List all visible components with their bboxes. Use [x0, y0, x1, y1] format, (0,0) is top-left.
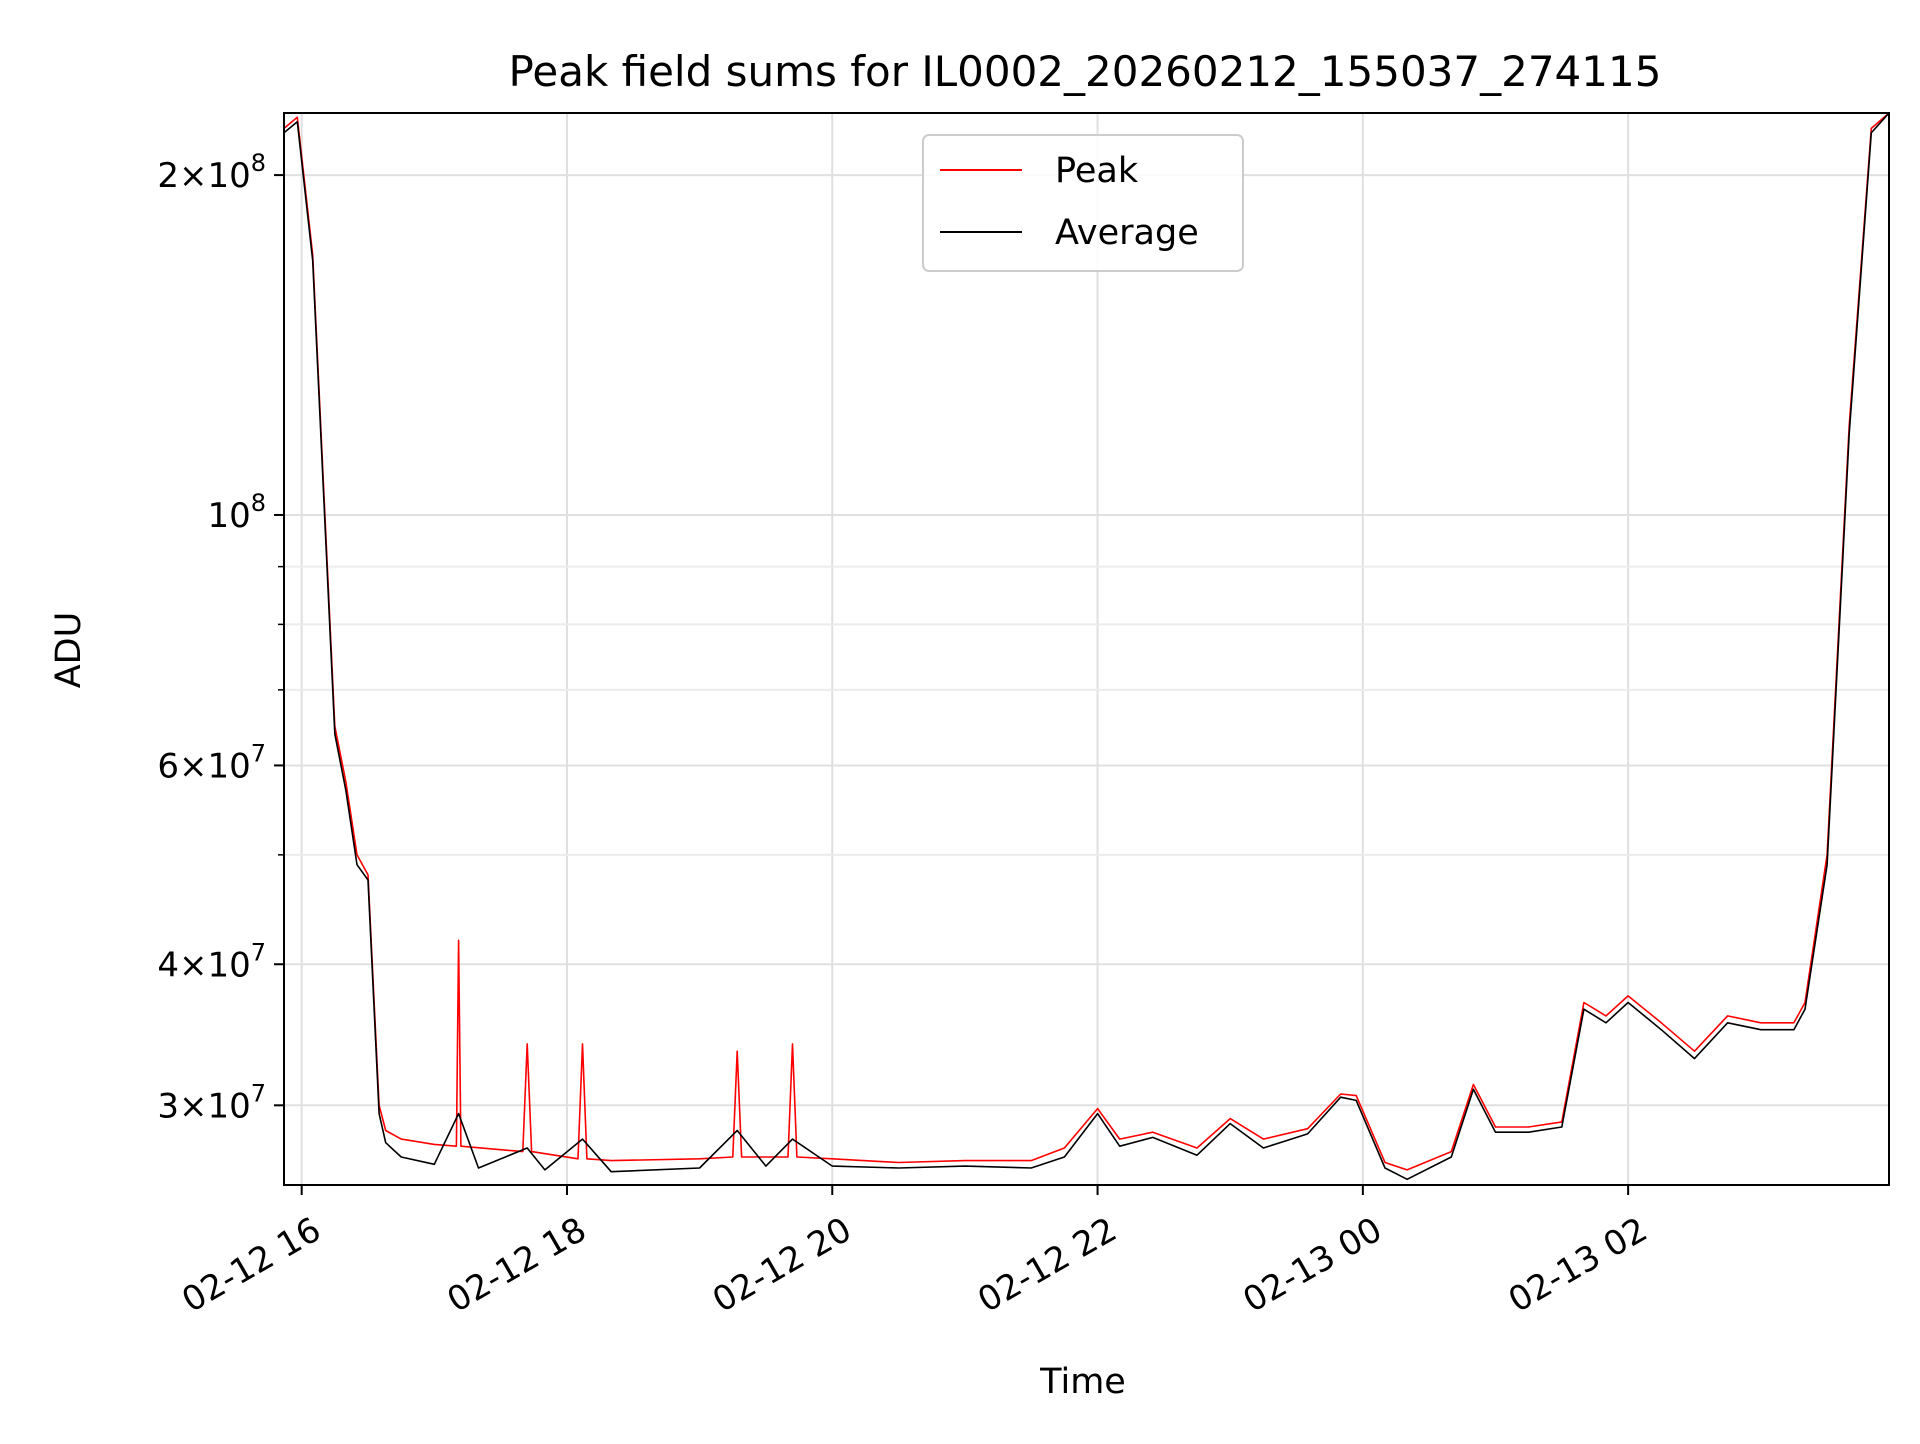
y-tick-exponent: 8 — [251, 149, 266, 177]
x-axis-label: Time — [1039, 1362, 1126, 1402]
y-tick-mantissa: 10 — [207, 496, 250, 536]
y-tick-label: 3×107 — [157, 1079, 266, 1126]
y-tick-mantissa: 6×10 — [157, 746, 250, 786]
y-tick-exponent: 8 — [251, 489, 266, 517]
y-tick-mantissa: 3×10 — [157, 1086, 250, 1126]
y-tick-mantissa: 2×10 — [157, 156, 250, 196]
y-tick-mantissa: 4×10 — [157, 945, 250, 985]
y-tick-exponent: 7 — [251, 938, 266, 966]
series-line-average — [284, 113, 1889, 1181]
plot-frame — [283, 112, 1890, 1186]
y-tick-label: 6×107 — [157, 739, 266, 786]
series-layer — [284, 113, 1889, 1181]
y-tick-label: 4×107 — [157, 938, 266, 985]
y-tick-label: 108 — [207, 489, 266, 536]
legend-label-peak: Peak — [1055, 151, 1139, 191]
y-tick-exponent: 7 — [251, 1079, 266, 1107]
y-tick-label: 2×108 — [157, 149, 266, 196]
y-tick-exponent: 7 — [251, 739, 266, 767]
y-axis-label: ADU — [49, 612, 89, 689]
series-line-peak — [284, 113, 1889, 1171]
chart-title: Peak field sums for IL0002_20260212_1550… — [509, 47, 1662, 96]
legend: Peak Average — [922, 134, 1244, 272]
legend-label-average: Average — [1055, 213, 1199, 253]
